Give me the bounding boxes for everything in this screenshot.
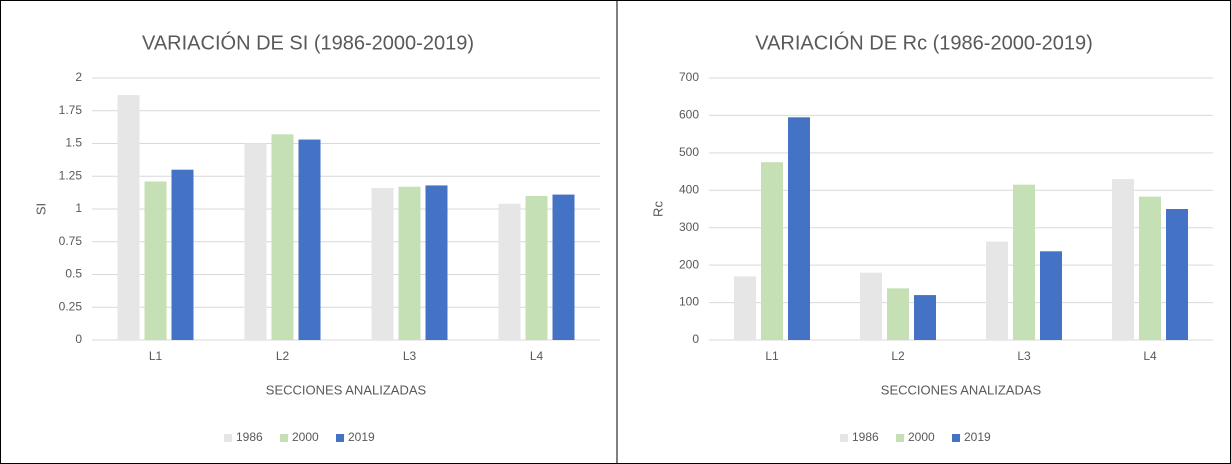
legend-label: 2000 (908, 430, 935, 444)
bar (525, 195, 548, 340)
bar (298, 139, 321, 340)
y-tick-label: 400 (679, 182, 699, 196)
y-tick-label: 0.5 (65, 267, 82, 281)
x-tick-label: L4 (530, 349, 544, 363)
y-tick-label: 300 (679, 220, 699, 234)
bar (117, 95, 140, 340)
y-tick-label: 100 (679, 295, 699, 309)
chart-title: VARIACIÓN DE SI (1986-2000-2019) (142, 31, 474, 54)
y-tick-label: 200 (679, 257, 699, 271)
bar (788, 117, 810, 340)
bar (887, 288, 909, 340)
y-tick-label: 0.25 (59, 299, 83, 313)
y-tick-label: 500 (679, 145, 699, 159)
bar (425, 185, 448, 340)
y-axis-label: SI (33, 203, 48, 215)
bar (371, 188, 394, 340)
legend-swatch (336, 434, 344, 442)
legend-swatch (280, 434, 288, 442)
x-tick-label: L3 (1017, 349, 1031, 363)
bar (171, 169, 194, 340)
bar (144, 181, 167, 340)
bar (1139, 196, 1161, 340)
y-tick-label: 1 (75, 201, 82, 215)
y-tick-label: 1.75 (59, 103, 83, 117)
y-tick-label: 700 (679, 70, 699, 84)
y-tick-label: 0 (75, 332, 82, 346)
bar (860, 272, 882, 340)
bar (914, 295, 936, 340)
x-tick-label: L2 (891, 349, 905, 363)
bar (398, 186, 421, 340)
y-tick-label: 2 (75, 70, 82, 84)
x-axis-label: SECCIONES ANALIZADAS (266, 382, 427, 397)
bar (498, 203, 521, 340)
y-axis-label: Rc (650, 201, 665, 217)
legend-label: 1986 (852, 430, 879, 444)
bar (552, 194, 575, 340)
legend-swatch (896, 434, 904, 442)
x-tick-label: L4 (1143, 349, 1157, 363)
x-tick-label: L1 (149, 349, 163, 363)
bar (1013, 184, 1035, 340)
bar (1166, 209, 1188, 340)
y-tick-label: 1.5 (65, 136, 82, 150)
bar (1040, 251, 1062, 340)
legend-label: 2019 (348, 430, 375, 444)
y-tick-label: 0.75 (59, 234, 83, 248)
bar (761, 162, 783, 340)
bar (734, 276, 756, 340)
x-tick-label: L1 (765, 349, 779, 363)
y-tick-label: 600 (679, 108, 699, 122)
x-tick-label: L2 (276, 349, 290, 363)
y-tick-label: 1.25 (59, 168, 83, 182)
legend-swatch (952, 434, 960, 442)
legend-swatch (224, 434, 232, 442)
bar (244, 143, 267, 340)
x-tick-label: L3 (403, 349, 417, 363)
chart-title: VARIACIÓN DE Rc (1986-2000-2019) (755, 31, 1093, 54)
legend-label: 2019 (964, 430, 991, 444)
bar (1112, 179, 1134, 340)
legend-label: 1986 (236, 430, 263, 444)
y-tick-label: 0 (692, 332, 699, 346)
legend-swatch (840, 434, 848, 442)
bar (271, 134, 294, 340)
x-axis-label: SECCIONES ANALIZADAS (881, 382, 1042, 397)
legend-label: 2000 (292, 430, 319, 444)
bar (986, 241, 1008, 340)
